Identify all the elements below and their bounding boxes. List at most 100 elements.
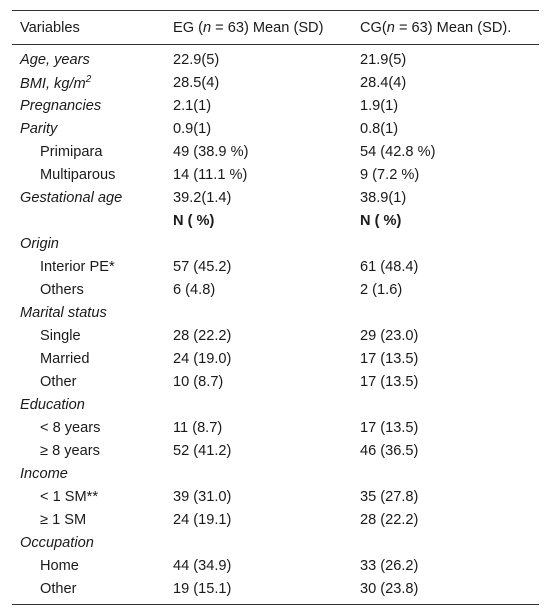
eg-value [165, 531, 352, 554]
row-label: Income [20, 465, 68, 482]
eg-value: 22.9(5) [173, 51, 220, 68]
eg-value [165, 232, 352, 255]
cg-value: 0.8(1) [360, 120, 399, 137]
header-eg-n: n [203, 19, 212, 36]
row-label: Other [40, 580, 77, 597]
table-row: Single 28 (22.2) 29 (23.0) [12, 324, 539, 347]
table-header: Variables EG (n = 63) Mean (SD) CG(n = 6… [12, 10, 539, 45]
row-label [12, 209, 165, 232]
row-label: BMI, kg/m2 [12, 71, 165, 94]
eg-value: 39.2(1.4) [173, 189, 232, 206]
table-row: Pregnancies 2.1(1) 1.9(1) [12, 94, 539, 117]
row-label: Pregnancies [20, 97, 102, 114]
eg-value: 0.9(1) [173, 120, 212, 137]
eg-value: 57 (45.2) [173, 258, 232, 275]
table-row: N ( %) N ( %) [12, 209, 539, 232]
eg-value [165, 393, 352, 416]
row-label: Single [40, 327, 81, 344]
eg-value: 44 (34.9) [173, 557, 232, 574]
table-row: ≥ 1 SM 24 (19.1) 28 (22.2) [12, 508, 539, 531]
row-label: Others [40, 281, 84, 298]
eg-value [165, 301, 352, 324]
cg-value: 46 (36.5) [360, 442, 419, 459]
cg-value: 17 (13.5) [360, 419, 419, 436]
table-row: Multiparous 14 (11.1 %) 9 (7.2 %) [12, 163, 539, 186]
header-cg-n: n [386, 19, 395, 36]
cg-value: 1.9(1) [360, 97, 399, 114]
cg-value: 17 (13.5) [360, 350, 419, 367]
table-row: BMI, kg/m2 28.5(4) 28.4(4) [12, 71, 539, 94]
header-eg: EG (n = 63) Mean (SD) [165, 11, 352, 45]
table-row: Age, years 22.9(5) 21.9(5) [12, 45, 539, 72]
eg-value: 39 (31.0) [173, 488, 232, 505]
table-row: Interior PE* 57 (45.2) 61 (48.4) [12, 255, 539, 278]
header-eg-pre: EG ( [173, 19, 203, 36]
eg-value: 28 (22.2) [173, 327, 232, 344]
eg-value: 28.5(4) [173, 74, 220, 91]
table-row: ≥ 8 years 52 (41.2) 46 (36.5) [12, 439, 539, 462]
cg-value [352, 531, 539, 554]
header-row: Variables EG (n = 63) Mean (SD) CG(n = 6… [12, 10, 539, 45]
cg-value: 28.4(4) [360, 74, 407, 91]
cg-value: 29 (23.0) [360, 327, 419, 344]
cg-value: 9 (7.2 %) [360, 166, 420, 183]
eg-value: 24 (19.1) [173, 511, 232, 528]
eg-value: 24 (19.0) [173, 350, 232, 367]
header-cg: CG(n = 63) Mean (SD). [352, 11, 539, 45]
cg-subheader: N ( %) [360, 212, 402, 229]
cg-value: 33 (26.2) [360, 557, 419, 574]
header-eg-post: = 63) Mean (SD) [211, 19, 324, 36]
cg-value [352, 462, 539, 485]
table-row: Marital status [12, 301, 539, 324]
table-row: Others 6 (4.8) 2 (1.6) [12, 278, 539, 301]
cg-value: 38.9(1) [360, 189, 407, 206]
cg-value: 54 (42.8 %) [360, 143, 436, 160]
row-label: Parity [20, 120, 58, 137]
row-label: Other [40, 373, 77, 390]
table-row: Primipara 49 (38.9 %) 54 (42.8 %) [12, 140, 539, 163]
data-table-container: Variables EG (n = 63) Mean (SD) CG(n = 6… [12, 10, 539, 605]
table-row: < 1 SM** 39 (31.0) 35 (27.8) [12, 485, 539, 508]
cg-value: 30 (23.8) [360, 580, 419, 597]
eg-value [165, 462, 352, 485]
row-label: Married [40, 350, 90, 367]
row-label: Multiparous [40, 166, 116, 183]
table-row: Occupation [12, 531, 539, 554]
header-cg-pre: CG( [360, 19, 387, 36]
row-label: Occupation [20, 534, 94, 551]
cg-value: 35 (27.8) [360, 488, 419, 505]
eg-subheader: N ( %) [173, 212, 215, 229]
eg-value: 52 (41.2) [173, 442, 232, 459]
row-label: ≥ 8 years [40, 442, 100, 459]
table-row: Income [12, 462, 539, 485]
table-row: Other 19 (15.1) 30 (23.8) [12, 577, 539, 605]
cg-value [352, 393, 539, 416]
row-label: Marital status [20, 304, 107, 321]
table-row: Education [12, 393, 539, 416]
row-label: Gestational age [20, 189, 123, 206]
row-label: Origin [20, 235, 59, 252]
cg-value: 2 (1.6) [360, 281, 403, 298]
cg-value: 28 (22.2) [360, 511, 419, 528]
table-row: Married 24 (19.0) 17 (13.5) [12, 347, 539, 370]
table-body: Age, years 22.9(5) 21.9(5) BMI, kg/m2 28… [12, 45, 539, 605]
cg-value [352, 301, 539, 324]
table-row: < 8 years 11 (8.7) 17 (13.5) [12, 416, 539, 439]
row-label: < 8 years [40, 419, 101, 436]
cg-value: 17 (13.5) [360, 373, 419, 390]
row-label: Education [20, 396, 85, 413]
row-label: Interior PE* [40, 258, 115, 275]
table-row: Gestational age 39.2(1.4) 38.9(1) [12, 186, 539, 209]
bmi-label: BMI, kg/m [20, 75, 86, 92]
table-row: Other 10 (8.7) 17 (13.5) [12, 370, 539, 393]
bmi-superscript: 2 [85, 73, 92, 85]
eg-value: 6 (4.8) [173, 281, 216, 298]
header-cg-post: = 63) Mean (SD). [394, 19, 512, 36]
row-label: < 1 SM** [40, 488, 98, 505]
eg-value: 19 (15.1) [173, 580, 232, 597]
eg-value: 49 (38.9 %) [173, 143, 249, 160]
cg-value [352, 232, 539, 255]
row-label: ≥ 1 SM [40, 511, 87, 528]
eg-value: 11 (8.7) [173, 419, 223, 436]
eg-value: 2.1(1) [173, 97, 212, 114]
